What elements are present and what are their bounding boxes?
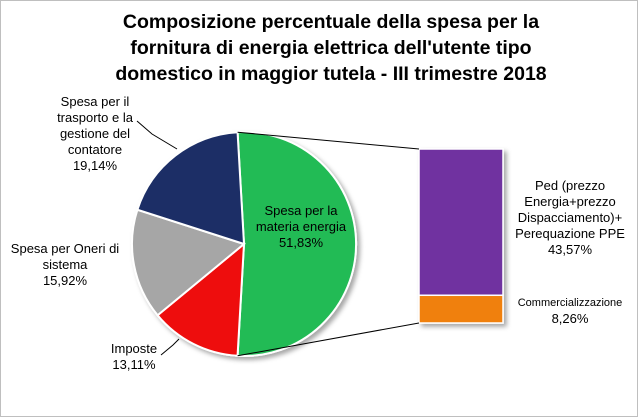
label-ped: Ped (prezzo Energia+prezzo Dispacciament… xyxy=(503,178,637,258)
leader-line-trasporto xyxy=(136,120,178,150)
label-imposte: Imposte 13,11% xyxy=(89,341,179,373)
chart-title: Composizione percentuale della spesa per… xyxy=(61,9,601,87)
label-ped-value: 43,57% xyxy=(547,242,593,257)
label-oneri-sistema-value: 15,92% xyxy=(42,273,88,288)
label-materia-energia: Spesa per la materia energia 51,83% xyxy=(245,203,357,251)
label-trasporto-value: 19,14% xyxy=(72,158,118,173)
label-oneri-sistema: Spesa per Oneri di sistema 15,92% xyxy=(3,241,127,289)
pie-slice-trasporto xyxy=(136,131,246,246)
label-commercializzazione: Commercializzazione 8,26% xyxy=(505,296,635,326)
label-trasporto: Spesa per il trasporto e la gestione del… xyxy=(39,94,151,174)
label-materia-energia-value: 51,83% xyxy=(278,235,324,250)
connector-line-top xyxy=(237,131,420,150)
label-commercializzazione-name: Commercializzazione xyxy=(517,297,623,309)
chart-title-line-2: fornitura di energia elettrica dell'uten… xyxy=(130,37,532,59)
pie-slice-oneri-sistema xyxy=(130,208,247,317)
label-materia-energia-name: Spesa per la materia energia xyxy=(255,203,347,234)
connector-line-bottom xyxy=(237,322,420,357)
label-commercializzazione-value: 8,26% xyxy=(551,311,589,326)
leader-line-imposte xyxy=(160,338,180,356)
chart-title-line-1: Composizione percentuale della spesa per… xyxy=(122,11,540,33)
pie-slice-materia-energia xyxy=(236,131,358,357)
pie-slice-imposte xyxy=(156,241,246,357)
chart-title-line-3: domestico in maggior tutela - III trimes… xyxy=(115,63,547,85)
label-trasporto-name: Spesa per il trasporto e la gestione del… xyxy=(57,94,133,157)
label-oneri-sistema-name: Spesa per Oneri di sistema xyxy=(10,241,120,272)
label-imposte-name: Imposte xyxy=(110,341,158,356)
bar-segment-commercializzazione xyxy=(418,294,504,324)
label-ped-name: Ped (prezzo Energia+prezzo Dispacciament… xyxy=(515,178,625,241)
label-imposte-value: 13,11% xyxy=(112,357,156,372)
bar-segment-ped xyxy=(418,148,504,297)
